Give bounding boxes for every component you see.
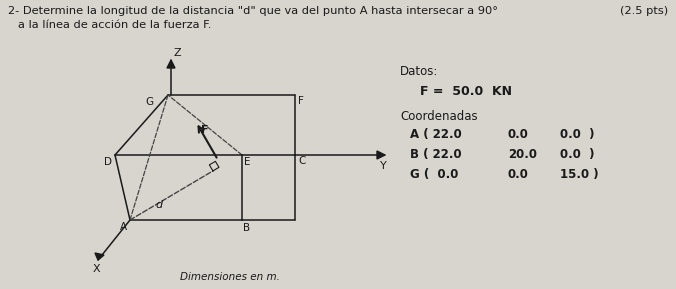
Text: A: A <box>120 222 127 232</box>
Text: 2- Determine la longitud de la distancia "d" que va del punto A hasta intersecar: 2- Determine la longitud de la distancia… <box>8 6 498 16</box>
Text: 0.0: 0.0 <box>508 168 529 181</box>
Text: Dimensiones en m.: Dimensiones en m. <box>180 272 280 282</box>
Text: F: F <box>298 96 304 106</box>
Text: 20.0: 20.0 <box>508 148 537 161</box>
Text: a la línea de acción de la fuerza F.: a la línea de acción de la fuerza F. <box>18 20 212 30</box>
Text: B ( 22.0: B ( 22.0 <box>410 148 462 161</box>
Text: Y: Y <box>380 161 387 171</box>
Text: (2.5 pts): (2.5 pts) <box>620 6 668 16</box>
Text: E: E <box>244 157 251 167</box>
Text: C: C <box>298 156 306 166</box>
Polygon shape <box>377 151 385 159</box>
Text: 0.0: 0.0 <box>508 128 529 141</box>
Text: G (  0.0: G ( 0.0 <box>410 168 458 181</box>
Text: G: G <box>146 97 154 107</box>
Text: 15.0 ): 15.0 ) <box>560 168 599 181</box>
Text: D: D <box>104 157 112 167</box>
Text: Coordenadas: Coordenadas <box>400 110 478 123</box>
Text: X: X <box>92 264 100 274</box>
Text: 0.0  ): 0.0 ) <box>560 148 594 161</box>
Text: F: F <box>201 125 208 135</box>
Text: A ( 22.0: A ( 22.0 <box>410 128 462 141</box>
Text: d: d <box>156 201 163 210</box>
Polygon shape <box>167 60 175 68</box>
Polygon shape <box>95 253 104 260</box>
Text: F =  50.0  KN: F = 50.0 KN <box>420 85 512 98</box>
Text: Z: Z <box>174 48 182 58</box>
Text: B: B <box>243 223 250 233</box>
Text: Datos:: Datos: <box>400 65 438 78</box>
Text: 0.0  ): 0.0 ) <box>560 128 594 141</box>
